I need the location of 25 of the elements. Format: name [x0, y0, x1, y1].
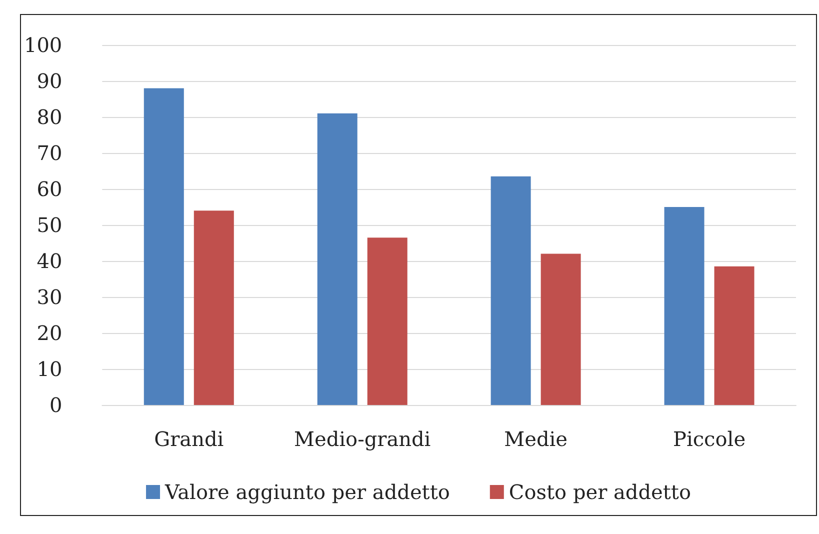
bar	[490, 176, 531, 405]
y-tick-label: 10	[36, 357, 62, 381]
bar	[540, 254, 581, 405]
y-tick-label: 30	[36, 285, 62, 309]
y-tick-label: 80	[36, 105, 62, 129]
x-tick-label: Medie	[504, 427, 568, 451]
bar	[317, 113, 358, 405]
bar	[367, 238, 408, 405]
y-tick-label: 50	[36, 213, 62, 237]
y-tick-label: 20	[36, 321, 62, 345]
legend-label: Valore aggiunto per addetto	[164, 480, 450, 504]
x-tick-label: Grandi	[154, 427, 224, 451]
bar	[664, 207, 704, 405]
legend-label: Costo per addetto	[508, 480, 691, 504]
y-tick-label: 40	[36, 249, 62, 273]
bar	[194, 210, 234, 405]
x-tick-label: Piccole	[673, 427, 746, 451]
bar	[714, 266, 754, 405]
y-tick-label: 70	[36, 141, 62, 165]
y-tick-label: 60	[36, 177, 62, 201]
x-tick-label: Medio-grandi	[294, 427, 431, 451]
y-tick-label: 100	[24, 33, 62, 57]
y-tick-label: 90	[36, 69, 62, 93]
bar	[144, 88, 184, 405]
y-tick-label: 0	[49, 393, 62, 417]
